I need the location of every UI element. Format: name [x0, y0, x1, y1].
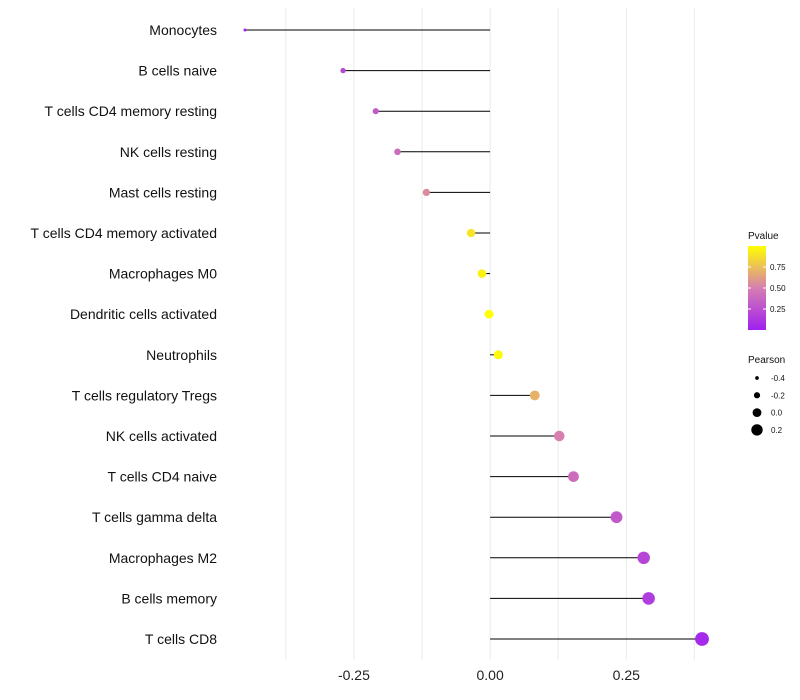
lollipop-stems	[245, 29, 703, 640]
pearson-legend-dot	[751, 424, 763, 436]
category-label: B cells naive	[138, 63, 217, 79]
pearson-legend-label: 0.0	[771, 409, 783, 418]
data-point	[554, 430, 565, 442]
x-axis-ticks: -0.25 0.00 0.25	[338, 667, 640, 683]
category-label: Mast cells resting	[109, 184, 217, 200]
category-label: Macrophages M0	[109, 266, 217, 282]
data-point	[394, 148, 401, 156]
pvalue-legend-label: 0.75	[770, 263, 786, 272]
data-point	[642, 592, 655, 605]
category-label: T cells CD4 memory resting	[45, 103, 217, 119]
data-point	[243, 28, 247, 32]
category-label: T cells regulatory Tregs	[72, 387, 217, 403]
category-label: Dendritic cells activated	[70, 306, 217, 322]
data-point	[422, 188, 431, 197]
category-label: T cells CD8	[145, 631, 217, 647]
category-label: B cells memory	[121, 590, 217, 606]
pearson-legend-label: -0.2	[771, 391, 785, 400]
data-point	[493, 350, 503, 360]
category-label: NK cells resting	[120, 144, 217, 160]
pvalue-legend-label: 0.25	[770, 305, 786, 314]
data-point	[340, 67, 346, 74]
data-point	[372, 108, 379, 115]
x-tick-label: 0.25	[613, 667, 640, 683]
pearson-legend-dot	[752, 408, 762, 418]
data-point	[529, 390, 540, 401]
y-axis-labels: Monocytes B cells naive T cells CD4 memory…	[31, 22, 218, 647]
data-point	[484, 309, 494, 319]
x-tick-label: -0.25	[338, 667, 370, 683]
data-point	[477, 269, 487, 278]
data-point	[637, 551, 650, 565]
pearson-legend-dot	[755, 376, 759, 380]
pearson-legend-dot	[753, 392, 761, 399]
pearson-legend-label: -0.4	[771, 374, 785, 383]
category-label: NK cells activated	[106, 428, 217, 444]
pvalue-legend-title: Pvalue	[748, 231, 779, 242]
category-label: T cells CD4 memory activated	[31, 225, 217, 241]
category-label: T cells gamma delta	[92, 509, 217, 525]
data-point	[610, 511, 623, 524]
grid-lines	[285, 8, 695, 660]
pearson-legend-title: Pearson	[748, 355, 785, 366]
data-point	[568, 471, 579, 483]
pvalue-legend: Pvalue 0.75 0.50 0.25	[748, 231, 786, 330]
x-tick-label: 0.00	[476, 667, 503, 683]
pvalue-legend-label: 0.50	[770, 284, 786, 293]
category-label: Neutrophils	[146, 347, 217, 363]
pearson-legend: Pearson -0.4 -0.2 0.0 0.2	[748, 355, 785, 436]
pearson-legend-label: 0.2	[771, 426, 783, 435]
category-label: T cells CD4 naive	[108, 469, 218, 485]
data-point	[695, 632, 709, 646]
category-label: Monocytes	[149, 22, 217, 38]
pvalue-colorbar	[748, 246, 766, 330]
lollipop-dots	[243, 28, 709, 646]
category-label: Macrophages M2	[109, 550, 217, 566]
data-point	[466, 228, 476, 238]
